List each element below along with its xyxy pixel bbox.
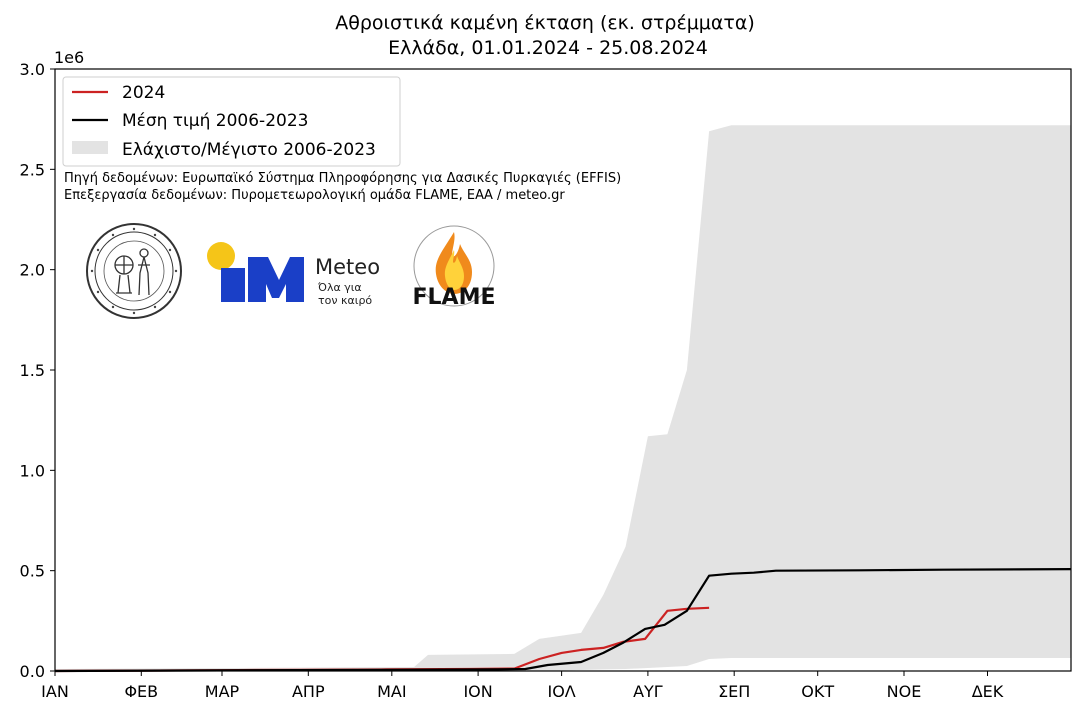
flame-logo-text: FLAME	[413, 285, 496, 310]
x-tick-label: ΜΑΙ	[377, 682, 406, 701]
chart-title: Αθροιστικά καμένη έκταση (εκ. στρέμματα)	[335, 12, 755, 34]
legend-swatch-minmax	[72, 141, 108, 154]
legend-label-minmax: Ελάχιστο/Μέγιστο 2006-2023	[122, 140, 376, 160]
x-tick-label: ΦΕΒ	[124, 682, 158, 701]
legend-label-mean: Μέση τιμή 2006-2023	[122, 111, 308, 131]
flame-logo-icon: FLAME	[413, 225, 496, 310]
x-tick-label: ΙΟΝ	[463, 682, 492, 701]
meteo-brand-text: Meteo	[315, 255, 380, 279]
x-tick-label: ΑΠΡ	[292, 682, 325, 701]
legend-box	[62, 76, 401, 167]
series-band-minmax	[55, 125, 1071, 671]
x-tick-label: ΣΕΠ	[718, 682, 750, 701]
y-tick-label: 2.0	[20, 261, 45, 280]
y-multiplier-label: 1e6	[54, 48, 84, 67]
source-note: Πηγή δεδομένων: Ευρωπαϊκό Σύστημα Πληροφ…	[64, 171, 621, 186]
line-layer	[54, 567, 1072, 673]
y-axis: 0.0 0.5 1.0 1.5 2.0 2.5 3.0	[20, 60, 55, 681]
meteo-tagline-1: Όλα για	[317, 281, 362, 294]
series-line-1	[54, 567, 1072, 673]
chart-subtitle: Ελλάδα, 01.01.2024 - 25.08.2024	[388, 37, 708, 59]
x-tick-label: ΙΟΛ	[547, 682, 575, 701]
x-tick-label: ΟΚΤ	[801, 682, 834, 701]
x-tick-label: ΑΥΓ	[633, 682, 663, 701]
y-tick-label: 1.5	[20, 361, 45, 380]
y-tick-label: 0.0	[20, 662, 45, 681]
y-tick-label: 1.0	[20, 461, 45, 480]
national-observatory-seal-icon	[86, 223, 182, 319]
x-axis: ΙΑΝ ΦΕΒ ΜΑΡ ΑΠΡ ΜΑΙ ΙΟΝ ΙΟΛ ΑΥΓ ΣΕΠ ΟΚΤ ΝΟΕ ΔΕΚ	[41, 671, 1004, 701]
x-tick-label: ΙΑΝ	[41, 682, 69, 701]
meteo-m-shape	[248, 257, 304, 302]
legend-label-2024: 2024	[122, 83, 165, 103]
legend: 2024 Μέση τιμή 2006-2023 Ελάχιστο/Μέγιστ…	[62, 76, 401, 167]
meteo-logo-icon: Meteo Όλα για τον καιρό	[207, 242, 380, 307]
x-tick-label: ΜΑΡ	[205, 682, 240, 701]
y-tick-label: 3.0	[20, 60, 45, 79]
processing-note: Επεξεργασία δεδομένων: Πυρομετεωρολογική…	[64, 188, 565, 203]
x-tick-label: ΝΟΕ	[887, 682, 922, 701]
meteo-tagline-2: τον καιρό	[318, 294, 372, 307]
plot-area	[54, 125, 1072, 673]
y-tick-label: 0.5	[20, 562, 45, 581]
meteo-bar-left	[221, 268, 245, 302]
y-tick-label: 2.5	[20, 160, 45, 179]
meteo-sun-icon	[207, 242, 235, 270]
band-layer	[55, 125, 1071, 671]
x-tick-label: ΔΕΚ	[972, 682, 1004, 701]
